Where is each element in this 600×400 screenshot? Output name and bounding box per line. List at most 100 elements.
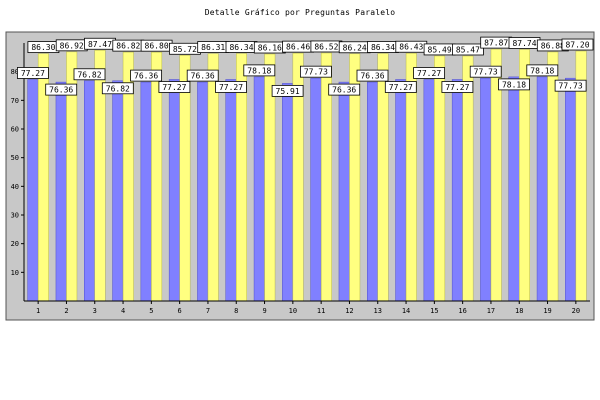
data-label: 86.80 [145,42,169,51]
bar-series-1 [480,77,492,302]
data-label: 76.36 [191,72,215,81]
bar-series-1 [423,79,435,302]
data-label-box [328,83,361,96]
data-label: 78.18 [530,66,554,75]
y-tick-label: 30 [11,212,19,220]
data-label-box [384,81,417,93]
data-label: 76.36 [332,86,356,95]
bar-series-1 [168,79,180,302]
data-label-box [451,43,484,56]
data-label: 86.43 [399,43,423,52]
x-tick-label: 3 [93,307,97,315]
bar-series-1 [310,77,322,302]
x-tick-label: 7 [206,307,210,315]
bar-series-1 [536,76,548,302]
bar-series-1 [395,79,407,302]
data-label: 86.52 [314,42,338,51]
bar-series-1 [140,81,152,302]
x-tick-label: 20 [572,307,580,315]
data-label: 77.27 [21,69,45,78]
bar-series-1 [367,81,378,302]
x-tick-label: 5 [149,307,153,315]
x-tick-label: 8 [234,307,238,315]
data-label: 77.27 [417,69,441,78]
data-label: 86.16 [258,44,282,53]
data-label: 87.20 [565,41,589,50]
data-label-box [498,78,530,91]
data-label-box [101,82,134,95]
x-tick-label: 19 [543,307,551,315]
data-label: 76.82 [106,84,130,93]
data-label: 86.34 [229,43,253,52]
data-label-box [561,38,594,51]
data-label: 78.18 [502,80,526,89]
data-label: 78.18 [247,66,271,75]
data-label: 77.73 [474,68,498,77]
x-tick-label: 15 [430,307,438,315]
y-tick-label: 20 [11,240,19,248]
x-tick-label: 4 [121,307,125,315]
data-label: 76.36 [49,86,73,95]
data-label: 77.73 [304,68,328,77]
data-label: 76.36 [360,72,384,81]
data-label: 86.31 [201,43,225,52]
data-label-box [243,64,276,77]
y-tick-label: 50 [11,154,19,162]
y-tick-label: 10 [11,269,19,277]
bar-series-1 [565,77,577,302]
data-label-box [469,65,502,78]
bar-series-1 [253,76,265,302]
x-tick-label: 13 [374,307,382,315]
data-label: 86.92 [60,41,84,50]
data-label-box [554,79,587,92]
chart-title: Detalle Gráfico por Preguntas Paralelo [204,8,396,17]
x-tick-label: 6 [178,307,182,315]
bar-series-1 [197,81,209,302]
data-label-box [130,69,163,82]
data-label-box [271,84,304,97]
data-label: 76.82 [77,70,101,79]
data-label: 87.74 [512,39,536,48]
data-label: 86.30 [31,43,55,52]
data-label-box [356,69,389,82]
y-tick-label: 40 [11,183,19,191]
data-label: 77.27 [219,83,243,92]
data-label: 86.88 [541,41,565,50]
x-tick-label: 18 [515,307,523,315]
bar-series-1 [338,81,350,302]
bar-series-1 [508,76,520,302]
x-tick-label: 12 [345,307,353,315]
x-tick-label: 16 [458,307,466,315]
bar-series-1 [55,81,67,302]
bar-series-1 [282,83,294,302]
data-label-box [16,67,49,79]
x-tick-label: 2 [64,307,68,315]
data-label: 85.49 [428,45,452,54]
data-label-box [526,64,559,77]
y-tick-label: 70 [11,97,19,105]
data-label-box [158,81,191,93]
bar-series-1 [112,80,124,302]
data-label: 85.47 [456,45,480,54]
data-label-box [413,67,446,79]
y-tick-label: 60 [11,126,19,134]
data-label: 77.27 [445,83,469,92]
data-label: 76.36 [134,72,158,81]
data-label: 77.73 [559,82,583,91]
bar-series-1 [225,79,237,302]
x-tick-label: 1 [36,307,40,315]
x-tick-label: 17 [487,307,495,315]
data-label: 86.34 [371,43,395,52]
data-label: 86.24 [343,43,367,52]
data-label-box [215,81,247,93]
data-label: 75.91 [276,87,300,96]
data-label-box [73,68,106,81]
data-label-box [186,69,219,82]
data-label-box [441,81,474,93]
x-tick-label: 9 [262,307,266,315]
data-label: 87.87 [484,39,508,48]
x-tick-label: 10 [289,307,297,315]
data-label: 77.27 [162,83,186,92]
x-tick-label: 14 [402,307,410,315]
